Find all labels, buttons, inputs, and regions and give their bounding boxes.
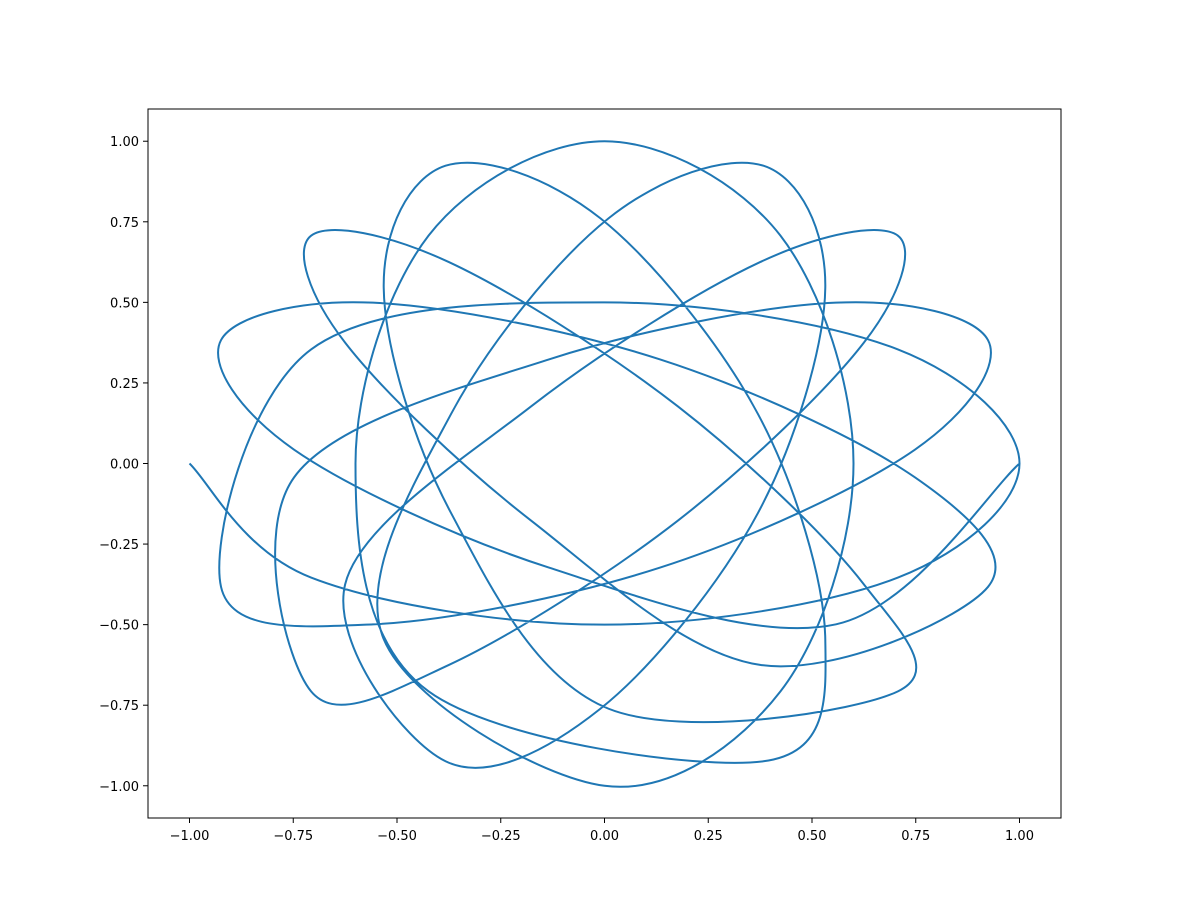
line — [188, 140, 1021, 788]
x-tick-label: −1.00 — [170, 829, 210, 844]
y-tick-label: 0.75 — [110, 216, 139, 231]
y-tick-label: −1.00 — [99, 780, 139, 795]
y-tick-label: −0.25 — [99, 538, 139, 553]
x-tick-label: −0.75 — [273, 829, 313, 844]
x-tick-label: −0.50 — [377, 829, 417, 844]
y-tick-label: 0.50 — [110, 296, 139, 311]
x-tick-label: 0.75 — [901, 829, 930, 844]
y-tick-label: 0.25 — [110, 377, 139, 392]
y-tick-label: 0.00 — [110, 458, 139, 473]
x-tick-label: 0.25 — [694, 829, 723, 844]
x-tick-label: −0.25 — [481, 829, 521, 844]
x-tick-label: 0.00 — [590, 829, 619, 844]
y-tick-label: 1.00 — [110, 135, 139, 150]
y-tick-label: −0.50 — [99, 619, 139, 634]
x-tick-label: 1.00 — [1005, 829, 1034, 844]
y-tick-label: −0.75 — [99, 699, 139, 714]
plot-frame — [147, 108, 1062, 819]
x-tick-label: 0.50 — [798, 829, 827, 844]
